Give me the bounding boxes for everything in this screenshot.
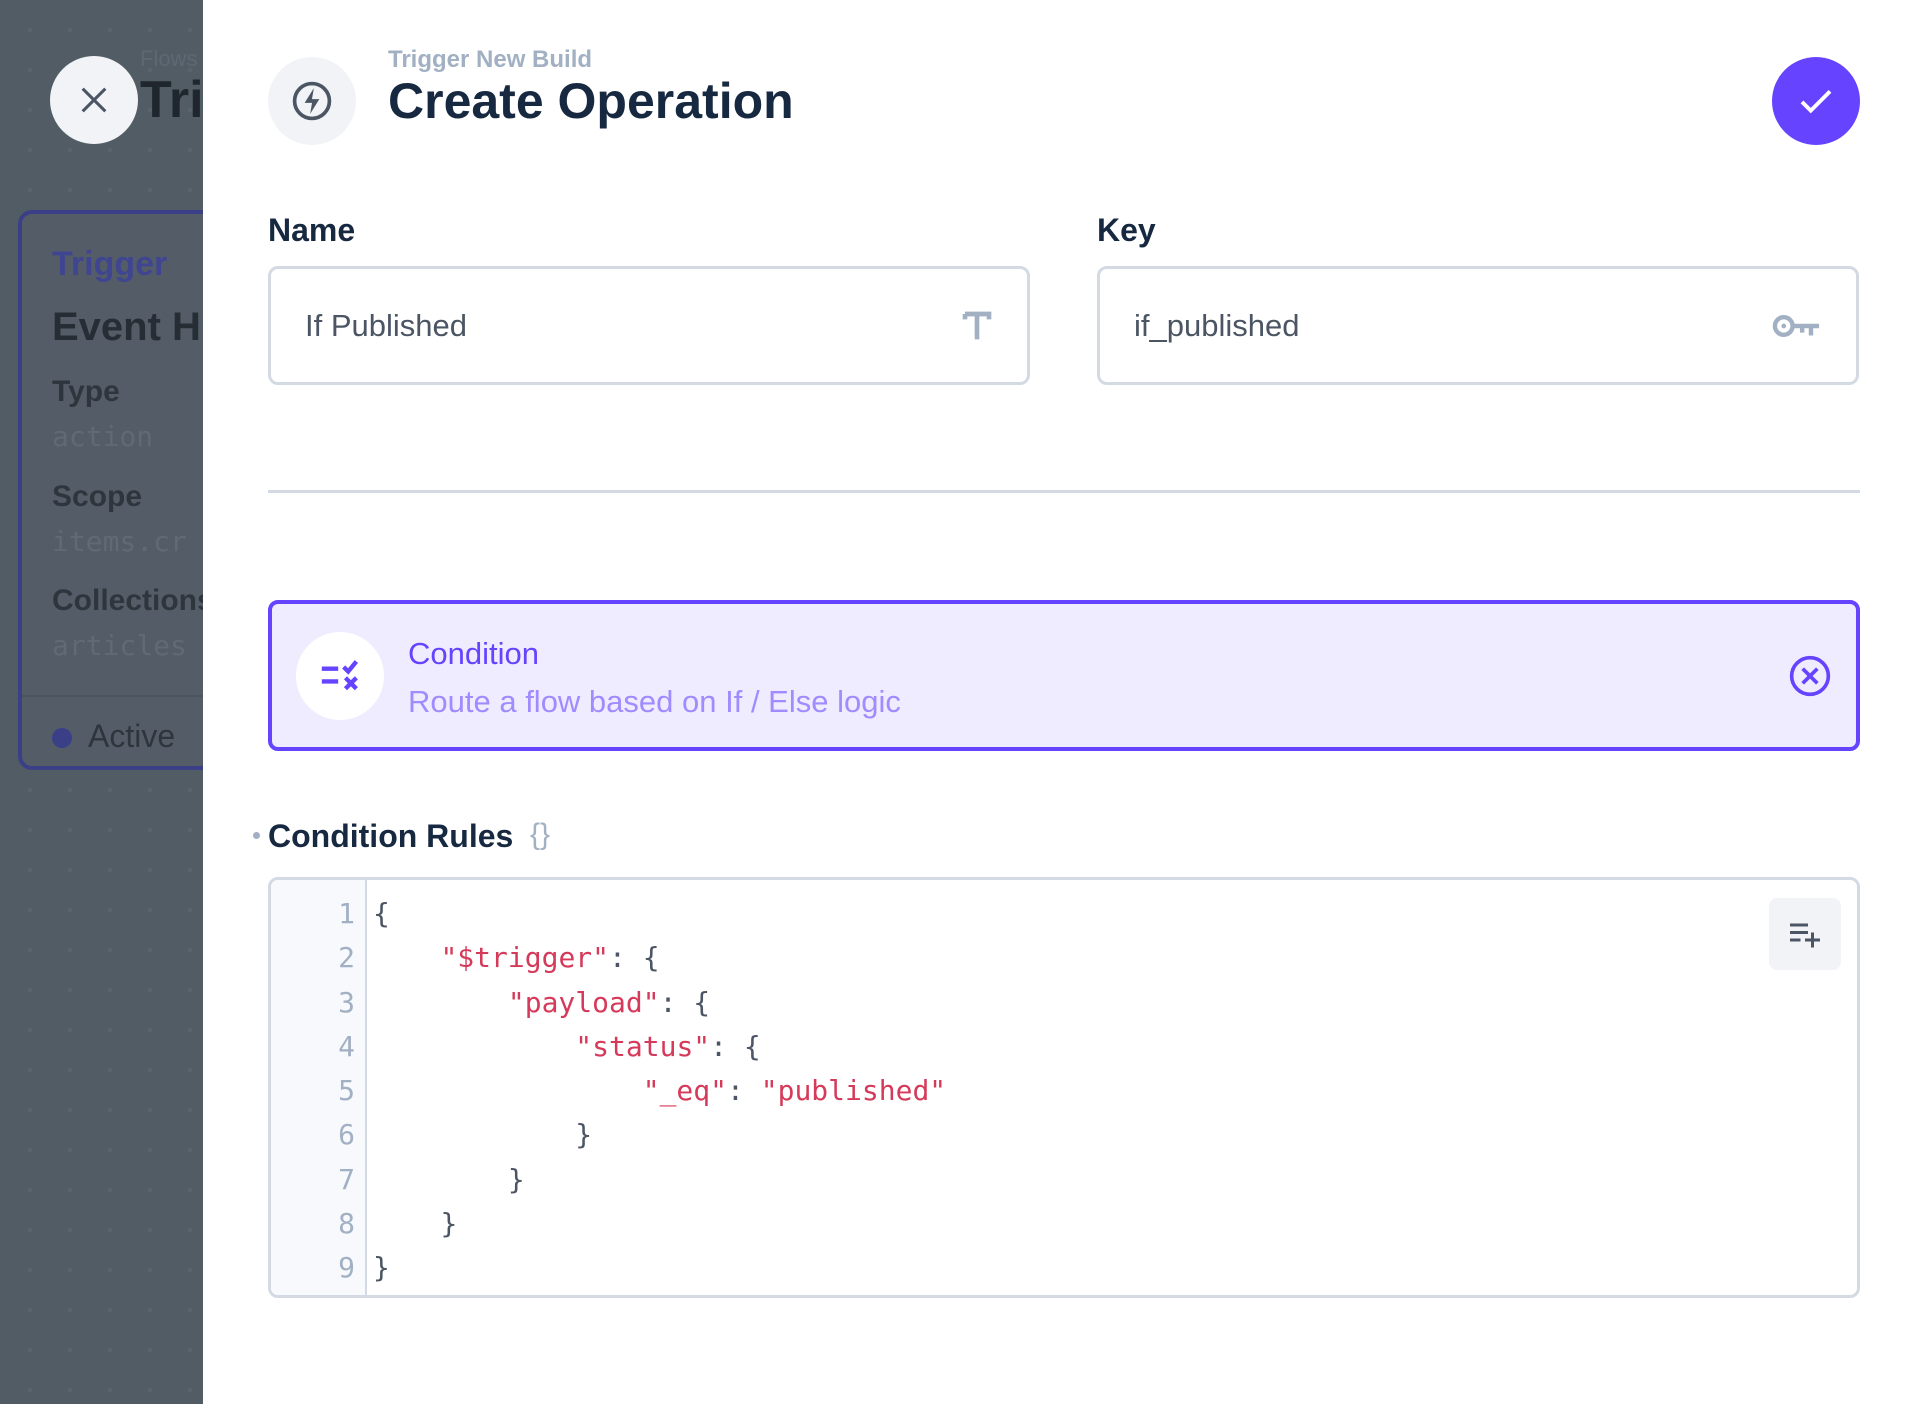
status-label: Active xyxy=(88,718,176,754)
name-input[interactable]: If Published xyxy=(268,266,1030,385)
operation-type-card[interactable]: Condition Route a flow based on If / Els… xyxy=(268,600,1860,751)
code-text: { xyxy=(373,897,390,930)
code-line: 6 } xyxy=(271,1113,1857,1157)
check-icon xyxy=(1800,90,1832,114)
status-dot xyxy=(52,728,72,748)
line-number: 8 xyxy=(338,1207,355,1241)
code-line: 9} xyxy=(271,1246,1857,1290)
line-number: 2 xyxy=(338,941,355,975)
operation-description: Route a flow based on If / Else logic xyxy=(408,684,901,719)
code-line: 4 "status": { xyxy=(271,1025,1857,1069)
line-number: 1 xyxy=(338,897,355,930)
save-button[interactable] xyxy=(1772,57,1860,145)
breadcrumb: Flows xyxy=(140,46,198,71)
code-line: 8 } xyxy=(271,1202,1857,1246)
field-value: items.cr xyxy=(52,525,187,558)
field-label: Collections xyxy=(52,584,203,617)
code-text: "payload": { xyxy=(507,985,711,1019)
insert-template-button[interactable] xyxy=(1769,898,1841,970)
code-line: 5 "_eq": "published" xyxy=(271,1069,1857,1113)
key-label: Key xyxy=(1097,212,1156,248)
divider xyxy=(22,695,203,697)
field-label: Scope xyxy=(52,480,143,513)
field-value: articles xyxy=(52,629,187,662)
key-input[interactable]: if_published xyxy=(1097,266,1859,385)
close-icon xyxy=(81,87,107,113)
condition-rules-label: Condition Rules xyxy=(268,818,514,854)
trigger-card xyxy=(18,210,203,770)
line-number: 6 xyxy=(338,1118,355,1152)
json-braces-icon: {} xyxy=(530,818,551,851)
code-line: 3 "payload": { xyxy=(271,981,1857,1025)
line-number: 5 xyxy=(338,1074,355,1108)
line-number-gutter xyxy=(271,880,367,1295)
line-number: 9 xyxy=(338,1251,355,1285)
required-indicator xyxy=(253,832,260,839)
breadcrumb-subtitle: Trigger New Build xyxy=(388,46,593,73)
divider xyxy=(268,490,1860,493)
background-flow-page: Flows Tri Trigger Event H Type action Sc… xyxy=(0,0,203,1404)
playlist-add-icon xyxy=(1790,923,1820,948)
trigger-card-title: Event H xyxy=(52,305,201,349)
page-title: Create Operation xyxy=(388,73,794,129)
trigger-label: Trigger xyxy=(52,245,168,283)
background-title: Tri xyxy=(140,71,203,129)
code-text: } xyxy=(373,1251,390,1285)
key-value: if_published xyxy=(1134,307,1300,343)
line-number: 7 xyxy=(338,1162,355,1196)
bolt-icon xyxy=(292,81,332,121)
code-editor[interactable]: 1{2 "$trigger": {3 "payload": {4 "status… xyxy=(268,877,1860,1298)
field-label: Type xyxy=(52,375,120,408)
text-icon xyxy=(962,311,992,339)
rule-icon xyxy=(321,660,359,691)
code-text: } xyxy=(440,1207,458,1241)
header-icon xyxy=(268,57,356,145)
operation-title: Condition xyxy=(408,636,539,671)
code-text: } xyxy=(507,1162,525,1196)
name-value: If Published xyxy=(305,307,467,343)
code-text: "_eq": "published" xyxy=(642,1074,947,1108)
code-line: 7 } xyxy=(271,1158,1857,1202)
code-text: } xyxy=(575,1118,593,1152)
close-button[interactable] xyxy=(50,56,138,144)
line-number: 4 xyxy=(338,1029,355,1063)
name-label: Name xyxy=(268,212,356,248)
code-text: "$trigger": { xyxy=(440,941,660,975)
code-text: "status": { xyxy=(575,1029,761,1063)
line-number: 3 xyxy=(338,985,355,1019)
field-value: action xyxy=(52,420,154,453)
code-line: 2 "$trigger": { xyxy=(271,936,1857,980)
condition-icon-wrap xyxy=(296,632,384,720)
key-icon xyxy=(1772,314,1820,337)
cancel-circle-icon[interactable] xyxy=(1788,654,1832,698)
code-line: 1{ xyxy=(271,892,1857,936)
